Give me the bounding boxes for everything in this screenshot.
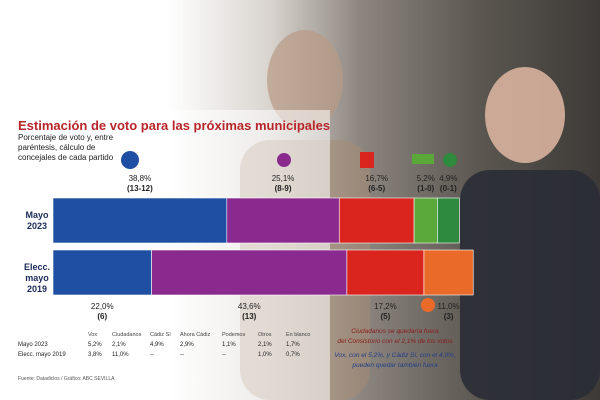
table-row-label: Mayo 2023 xyxy=(18,342,48,348)
table-header: Vox xyxy=(88,332,98,338)
value-label: 11,0% xyxy=(437,302,460,311)
seat-label: (8-9) xyxy=(274,184,292,193)
value-label: 38,8% xyxy=(128,174,152,183)
seat-label: (3) xyxy=(443,312,454,321)
logo xyxy=(360,152,374,168)
table-cell: -- xyxy=(150,352,154,358)
value-label: 4,9% xyxy=(439,174,458,183)
value-label: 16,7% xyxy=(365,174,389,183)
bar-segment xyxy=(52,249,152,296)
annotation: Vox, con el 5,2%, y Cádiz Sí, con el 4,9… xyxy=(334,352,456,359)
seat-label: (13) xyxy=(242,312,257,321)
bar-segment xyxy=(346,249,425,296)
table-cell: 1,0% xyxy=(258,352,272,358)
table-cell: 2,9% xyxy=(180,342,194,348)
logo xyxy=(277,153,291,167)
table-cell: 1,7% xyxy=(286,342,300,348)
seat-label: (6) xyxy=(97,312,108,321)
table-header: Ahora Cádiz xyxy=(180,332,211,338)
seat-label: (5) xyxy=(380,312,391,321)
table-cell: -- xyxy=(222,352,226,358)
table-cell: 4,9% xyxy=(150,342,164,348)
row-label: Elecc. mayo 2019 xyxy=(23,262,51,294)
bar-segment xyxy=(52,197,228,244)
bar-segment xyxy=(338,197,415,244)
seat-label: (0-1) xyxy=(439,184,457,193)
bar-segment xyxy=(151,249,348,296)
table-header: Cádiz Sí xyxy=(150,332,171,338)
value-label: 43,6% xyxy=(237,302,261,311)
table-cell: 2,1% xyxy=(112,342,126,348)
table-cell: 1,1% xyxy=(222,342,236,348)
logo xyxy=(421,298,435,312)
table-cell: 0,7% xyxy=(286,352,300,358)
chart-title: Estimación de voto para las próximas mun… xyxy=(18,118,331,133)
person-left xyxy=(267,30,343,130)
table-header: En blanco xyxy=(286,332,311,338)
table-cell: 11,0% xyxy=(112,352,129,358)
value-label: 17,2% xyxy=(374,302,397,311)
logo xyxy=(443,153,457,167)
bar-segment xyxy=(437,197,460,244)
bar-segment xyxy=(413,197,438,244)
row-label: Mayo 2023 xyxy=(25,210,49,231)
seat-label: (13-12) xyxy=(127,184,153,193)
table-header: Podemos xyxy=(222,332,246,338)
bar-segment xyxy=(226,197,340,244)
value-label: 22,0% xyxy=(90,302,114,311)
bar-segment xyxy=(423,249,474,296)
seat-label: (6-5) xyxy=(368,184,386,193)
table-row-label: Elecc. mayo 2019 xyxy=(18,352,66,358)
table-cell: 2,1% xyxy=(258,342,272,348)
annotation: del Consistorio con el 2,1% de los votos xyxy=(337,338,453,345)
value-label: 25,1% xyxy=(271,174,295,183)
table-header: Otros xyxy=(258,332,272,338)
annotation: Ciudadanos se quedaría fuera xyxy=(351,328,439,335)
table-header: Ciudadanos xyxy=(112,332,142,338)
person-right-body xyxy=(460,170,600,400)
subtitle: Porcentaje de voto y, entre paréntesis, … xyxy=(18,133,114,162)
logo xyxy=(412,154,434,164)
seat-label: (1-0) xyxy=(417,184,435,193)
source: Fuente: Datadiclos / Gráfico: ABC SEVILL… xyxy=(18,376,115,382)
value-label: 5,2% xyxy=(416,174,435,183)
logo xyxy=(121,151,139,169)
table-cell: 5,2% xyxy=(88,342,102,348)
table-cell: 3,8% xyxy=(88,352,102,358)
person-right xyxy=(485,67,565,163)
annotation: pueden quedar también fuera xyxy=(352,362,438,369)
table-cell: -- xyxy=(180,352,184,358)
